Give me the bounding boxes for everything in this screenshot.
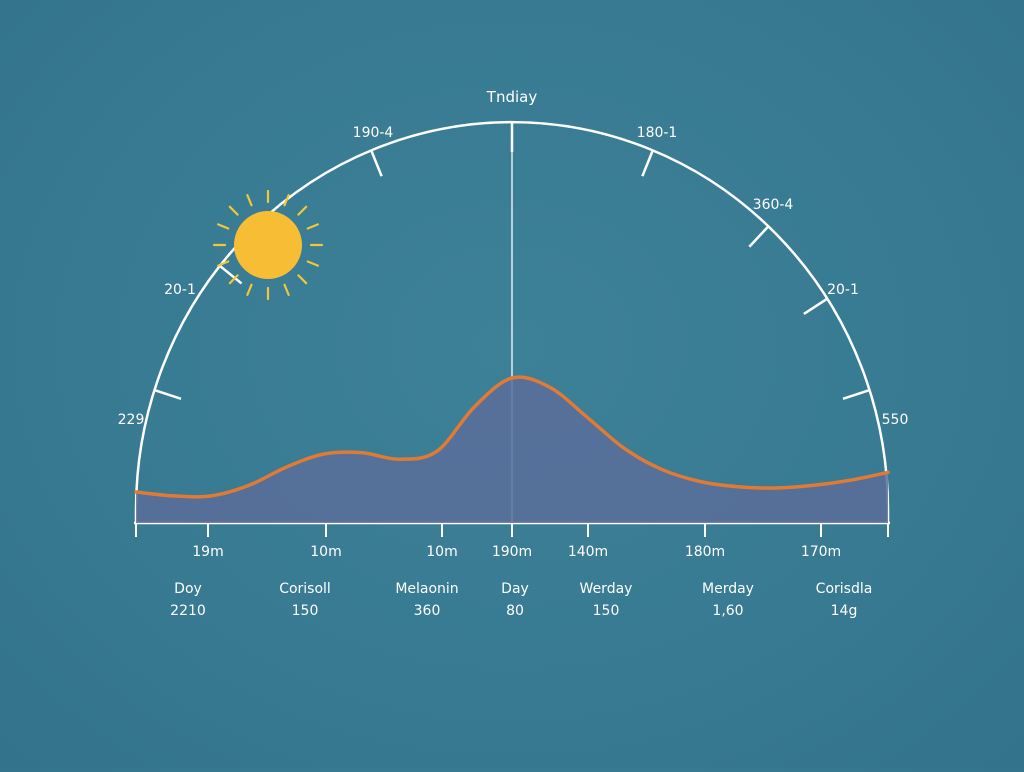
category-value: 80 [506,603,524,619]
arc-tick-label: 360-4 [753,197,794,213]
sun-ray [228,274,239,285]
arc-tick-label: 190-4 [353,125,394,141]
sun-ray [297,274,308,285]
category-value: 1,60 [712,603,743,619]
arc-tick [219,264,243,285]
x-tick-label: 170m [801,544,841,560]
top-label: Tndiay [486,88,538,106]
arc-tick [842,388,870,400]
sun-disc [234,211,302,279]
labels-layer: 229 20-1 190-4 180-1 360-4 20-1 550 Tndiay 19m 10… [118,88,909,619]
category-name: Day [501,581,529,597]
category-value: 2210 [170,603,206,619]
category-value: 150 [292,603,319,619]
category-name: Merday [702,581,754,597]
sun-ray [283,194,290,207]
series-curve [134,375,890,499]
x-tick-label: 10m [310,544,341,560]
category-value: 360 [414,603,441,619]
sun-ray [297,205,308,216]
category-name: Werday [580,581,633,597]
category-name: Melaonin [395,581,458,597]
arc-tick [641,149,655,177]
arc-tick [369,149,383,177]
arc-tick-label: 550 [882,412,909,428]
sun-ray [217,223,230,230]
arc-tick [154,388,182,400]
x-tick-label: 10m [426,544,457,560]
area-fill [136,377,888,523]
sun-ray [306,260,319,267]
sun-ray [283,283,290,296]
sun-ray [228,205,239,216]
x-tick-label: 19m [192,544,223,560]
category-name: Doy [174,581,202,597]
arc-tick-label: 229 [118,412,145,428]
category-value: 150 [593,603,620,619]
sun-icon [212,189,324,301]
category-name: Corisoll [279,581,331,597]
arc-tick-label: 180-1 [637,125,678,141]
sun-ray [246,194,253,207]
arc-tick-label: 20-1 [164,282,196,298]
category-name: Corisdla [816,581,873,597]
sun-ray [306,223,319,230]
x-tick-label: 190m [492,544,532,560]
x-tick-label: 140m [568,544,608,560]
sun-ray [217,260,230,267]
x-tick-label: 180m [685,544,725,560]
category-value: 14g [831,603,858,619]
ticks-layer [135,149,889,537]
arc-tick [748,225,770,248]
area-layer [134,375,890,523]
arc-tick-label: 20-1 [827,282,859,298]
arc-tick [803,297,829,315]
sun-ray [246,283,253,296]
